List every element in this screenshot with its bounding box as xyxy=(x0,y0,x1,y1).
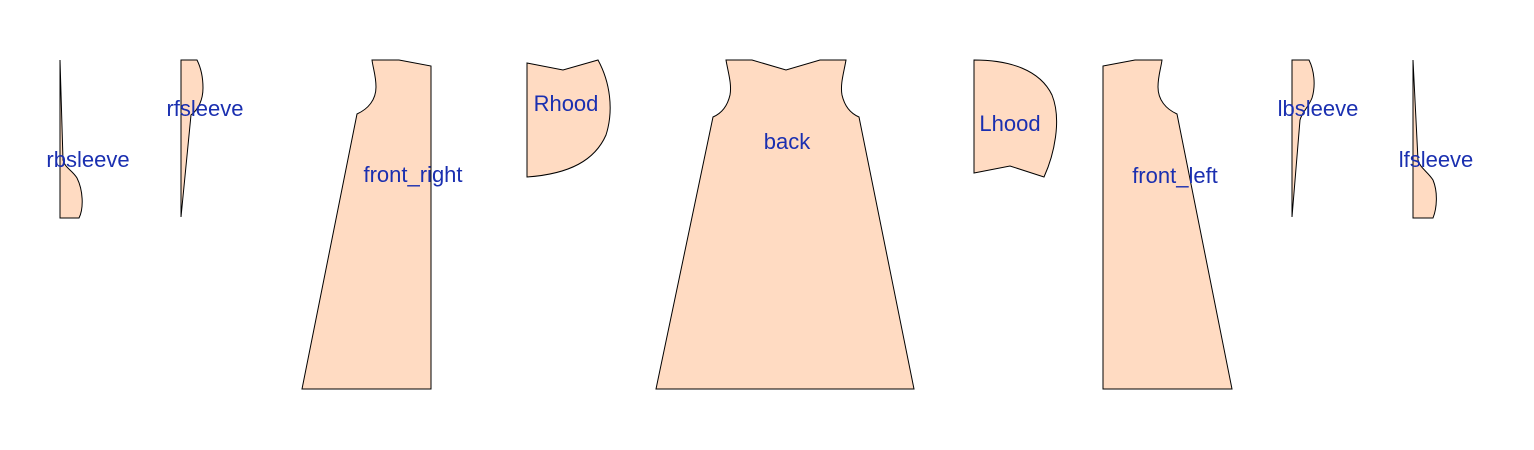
piece-lbsleeve: lbsleeve xyxy=(1278,59,1359,218)
piece-lhood-shape xyxy=(973,59,1058,178)
piece-front-right-shape xyxy=(301,59,432,390)
piece-rfsleeve: rfsleeve xyxy=(166,59,244,218)
label-front-left: front_left xyxy=(1132,163,1218,188)
label-rhood: Rhood xyxy=(534,91,599,116)
label-rbsleeve: rbsleeve xyxy=(46,147,129,172)
piece-rbsleeve: rbsleeve xyxy=(46,59,130,219)
label-front-right: front_right xyxy=(363,162,462,187)
piece-front-left-shape xyxy=(1102,59,1233,390)
label-lhood: Lhood xyxy=(979,111,1040,136)
piece-lfsleeve-shape xyxy=(1412,59,1437,219)
piece-front-left: front_left xyxy=(1102,59,1233,390)
piece-rbsleeve-shape xyxy=(59,59,83,219)
piece-rhood-shape xyxy=(526,59,611,178)
piece-lhood: Lhood xyxy=(973,59,1058,178)
label-rfsleeve: rfsleeve xyxy=(166,96,243,121)
piece-back: back xyxy=(655,59,915,390)
piece-lfsleeve: lfsleeve xyxy=(1399,59,1474,219)
label-lbsleeve: lbsleeve xyxy=(1278,96,1359,121)
piece-rfsleeve-shape xyxy=(180,59,204,218)
label-lfsleeve: lfsleeve xyxy=(1399,147,1474,172)
piece-back-shape xyxy=(655,59,915,390)
piece-front-right: front_right xyxy=(301,59,463,390)
label-back: back xyxy=(764,129,811,154)
piece-rhood: Rhood xyxy=(526,59,611,178)
piece-lbsleeve-shape xyxy=(1291,59,1315,218)
